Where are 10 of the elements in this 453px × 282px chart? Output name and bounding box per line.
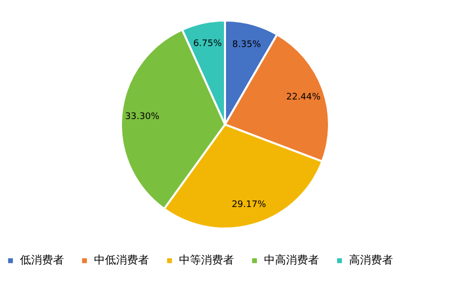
legend-label: 中高消费者 <box>264 254 319 267</box>
data-label: 29.17% <box>232 200 266 210</box>
data-label: 33.30% <box>125 112 160 122</box>
data-label: 22.44% <box>286 92 321 103</box>
legend-label: 中低消费者 <box>94 254 149 267</box>
legend-label: 低消费者 <box>20 254 64 267</box>
data-label: 8.35% <box>232 40 262 50</box>
legend-label: 高消费者 <box>349 254 393 267</box>
legend-label: 中等消费者 <box>179 254 234 267</box>
data-label: 6.75% <box>193 39 222 50</box>
